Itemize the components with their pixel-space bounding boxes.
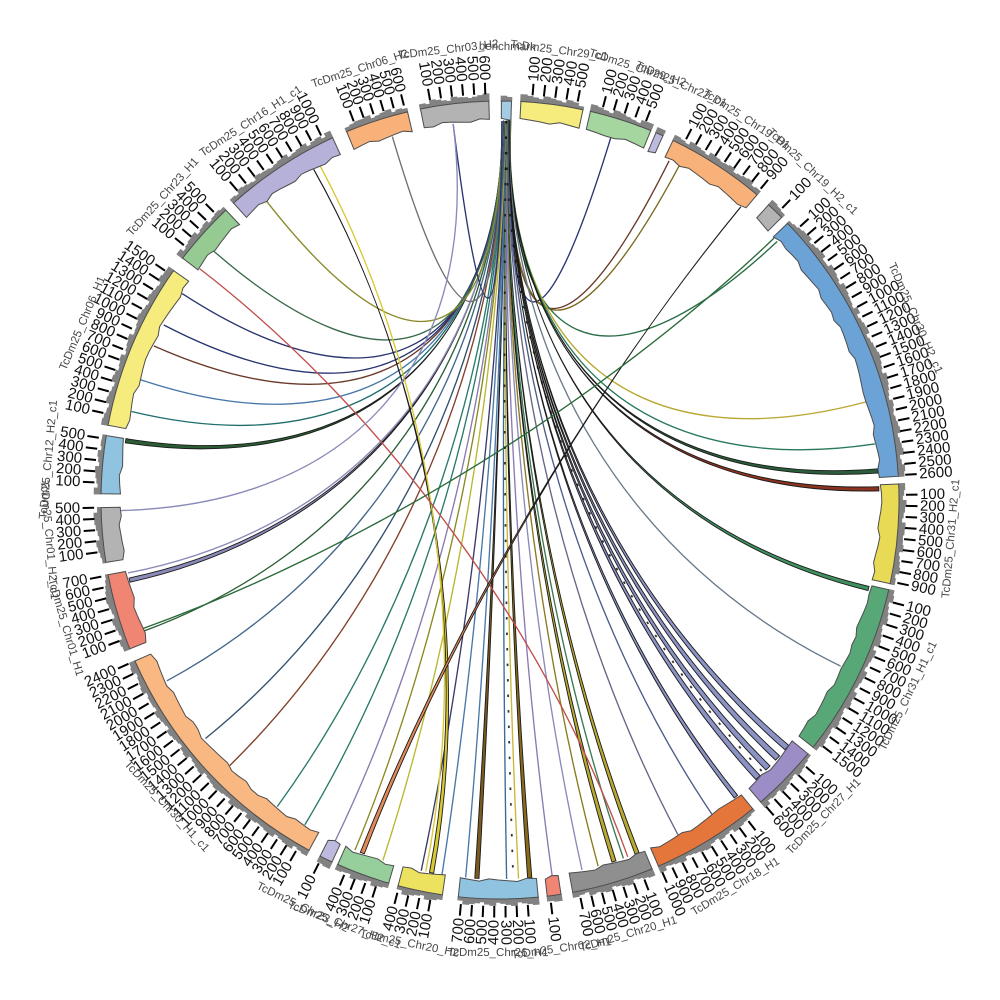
svg-text:400: 400 bbox=[57, 436, 84, 456]
svg-text:200: 200 bbox=[66, 385, 94, 408]
svg-text:400: 400 bbox=[55, 511, 81, 529]
svg-text:100: 100 bbox=[356, 897, 380, 926]
svg-text:400: 400 bbox=[379, 904, 402, 933]
svg-text:200: 200 bbox=[56, 460, 82, 479]
svg-text:2200: 2200 bbox=[912, 415, 948, 437]
svg-text:100: 100 bbox=[55, 472, 81, 490]
svg-text:100: 100 bbox=[525, 56, 544, 82]
svg-text:500: 500 bbox=[473, 919, 491, 945]
svg-text:200: 200 bbox=[920, 498, 945, 515]
svg-text:2100: 2100 bbox=[910, 403, 946, 426]
svg-text:300: 300 bbox=[391, 907, 413, 935]
svg-text:700: 700 bbox=[575, 910, 597, 938]
svg-text:300: 300 bbox=[620, 898, 644, 927]
svg-text:200: 200 bbox=[537, 57, 557, 84]
svg-text:200: 200 bbox=[427, 58, 447, 85]
svg-text:100: 100 bbox=[58, 546, 85, 566]
svg-text:2600: 2600 bbox=[919, 463, 953, 482]
svg-text:600: 600 bbox=[461, 918, 480, 944]
svg-text:benchmark: benchmark bbox=[479, 41, 536, 54]
svg-text:500: 500 bbox=[59, 423, 86, 444]
svg-text:200: 200 bbox=[509, 919, 527, 945]
svg-text:900: 900 bbox=[909, 577, 937, 599]
svg-text:500: 500 bbox=[917, 532, 944, 551]
svg-text:2400: 2400 bbox=[916, 439, 951, 460]
svg-text:500: 500 bbox=[463, 55, 482, 81]
svg-text:100: 100 bbox=[415, 912, 436, 940]
svg-text:500: 500 bbox=[55, 500, 80, 517]
svg-text:700: 700 bbox=[61, 571, 89, 592]
svg-text:300: 300 bbox=[439, 57, 459, 84]
svg-text:400: 400 bbox=[485, 920, 502, 945]
svg-text:200: 200 bbox=[901, 609, 930, 632]
svg-text:200: 200 bbox=[56, 534, 83, 553]
svg-text:500: 500 bbox=[572, 62, 593, 90]
svg-text:600: 600 bbox=[475, 55, 493, 81]
svg-text:200: 200 bbox=[610, 70, 633, 99]
svg-text:600: 600 bbox=[916, 543, 943, 563]
svg-text:300: 300 bbox=[353, 74, 377, 103]
svg-text:500: 500 bbox=[66, 594, 94, 617]
svg-text:300: 300 bbox=[621, 74, 645, 103]
svg-text:300: 300 bbox=[56, 448, 83, 467]
svg-text:100: 100 bbox=[598, 67, 621, 96]
svg-text:200: 200 bbox=[403, 910, 425, 938]
svg-text:300: 300 bbox=[69, 373, 98, 396]
svg-text:400: 400 bbox=[609, 901, 632, 930]
svg-text:300: 300 bbox=[72, 616, 101, 640]
svg-text:400: 400 bbox=[918, 521, 944, 540]
svg-text:300: 300 bbox=[549, 58, 569, 85]
svg-text:2500: 2500 bbox=[918, 451, 953, 471]
svg-text:400: 400 bbox=[72, 361, 101, 385]
svg-text:700: 700 bbox=[914, 555, 941, 576]
svg-text:100: 100 bbox=[520, 918, 539, 944]
svg-text:400: 400 bbox=[69, 605, 98, 628]
svg-text:300: 300 bbox=[919, 509, 945, 527]
svg-text:100: 100 bbox=[415, 60, 436, 88]
svg-text:800: 800 bbox=[912, 566, 940, 587]
svg-text:500: 500 bbox=[597, 904, 620, 933]
svg-text:600: 600 bbox=[586, 907, 608, 935]
svg-text:100: 100 bbox=[920, 486, 945, 503]
svg-text:400: 400 bbox=[560, 60, 581, 87]
svg-text:400: 400 bbox=[451, 56, 470, 82]
svg-text:600: 600 bbox=[386, 66, 408, 94]
svg-text:300: 300 bbox=[497, 920, 514, 945]
svg-text:400: 400 bbox=[364, 71, 387, 100]
svg-text:300: 300 bbox=[897, 621, 926, 645]
svg-text:2300: 2300 bbox=[914, 427, 949, 449]
svg-text:100: 100 bbox=[904, 598, 933, 621]
svg-text:700: 700 bbox=[449, 917, 468, 944]
svg-text:300: 300 bbox=[56, 523, 82, 542]
svg-text:600: 600 bbox=[64, 582, 92, 604]
svg-text:100: 100 bbox=[544, 916, 564, 943]
svg-text:TcDm25_Chr26_H1: TcDm25_Chr26_H1 bbox=[447, 947, 548, 959]
svg-text:500: 500 bbox=[375, 68, 398, 97]
svg-text:100: 100 bbox=[64, 396, 92, 418]
